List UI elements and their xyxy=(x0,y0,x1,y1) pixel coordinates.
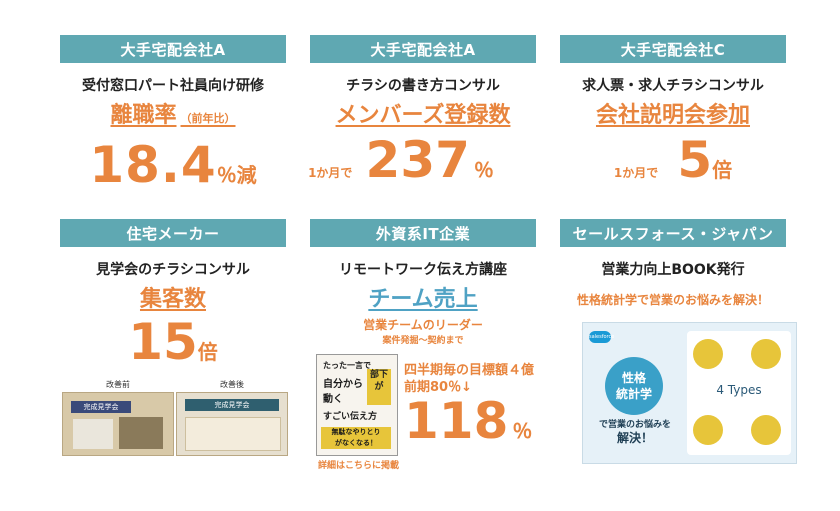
case-card-1: 大手宅配会社A 受付窓口パート社員向け研修 離職率 （前年比） 18.4％減 xyxy=(60,35,286,194)
book-band: 無駄なやりとり がなくなる！ xyxy=(321,427,391,449)
book-title-circle: 性格 統計学 xyxy=(605,357,663,415)
result-value: 237 xyxy=(365,131,470,189)
house-image xyxy=(73,419,113,449)
tagline: 性格統計学で営業のお悩みを解決！ xyxy=(576,293,769,307)
book-cover: たった一言で 部下が 自分から 動く すごい伝え方 無駄なやりとり がなくなる！ xyxy=(316,354,398,456)
detail-line-2: 前期80％↓ xyxy=(404,380,472,395)
card-subtitle: 受付窓口パート社員向け研修 xyxy=(82,78,264,94)
book-line: 自分から xyxy=(323,379,363,390)
result-row: 15倍 xyxy=(60,313,286,371)
result-value: 5 xyxy=(677,131,713,189)
book-line: 無駄なやりとり xyxy=(331,428,381,436)
card-header: 住宅メーカー xyxy=(60,219,286,247)
photo-after: 改善後 完成見学会 xyxy=(176,380,288,456)
result-value: 15 xyxy=(128,313,198,371)
card-subtitle: チラシの書き方コンサル xyxy=(346,78,500,94)
detail-line-1: 四半期毎の目標額４億 xyxy=(404,363,535,378)
book-line: がなくなる！ xyxy=(335,439,377,447)
book-line: 部下が xyxy=(369,370,388,392)
flyer-image xyxy=(119,417,163,449)
character-icon xyxy=(693,415,723,445)
card-subtitle: 営業力向上BOOK発行 xyxy=(601,262,745,278)
book-highlight: 部下が xyxy=(367,369,391,405)
result-value: 18.4 xyxy=(89,136,217,194)
result-prefix: 1か月で xyxy=(308,166,353,180)
detail-note: 詳細はこちらに掲載 xyxy=(318,461,400,471)
character-panel: 4 Types xyxy=(687,331,791,455)
book-sub-2: 解決！ xyxy=(616,431,653,445)
flyer-title: 完成見学会 xyxy=(185,399,279,411)
case-card-5: 外資系IT企業 リモートワーク伝え方講座 チーム売上 営業チームのリーダー 案件… xyxy=(310,219,536,346)
character-icon xyxy=(751,415,781,445)
photo-before: 改善前 完成見学会 xyxy=(62,380,174,456)
card-header: 大手宅配会社C xyxy=(560,35,786,63)
book-title-2: 統計学 xyxy=(615,387,652,401)
photo-caption: 改善前 xyxy=(106,380,130,389)
result-row: 18.4％減 xyxy=(60,136,286,194)
card-metric: チーム売上 xyxy=(368,287,478,312)
salesforce-logo: salesforce xyxy=(589,331,614,343)
card-subtitle: 求人票・求人チラシコンサル xyxy=(582,78,764,94)
card-header: 外資系IT企業 xyxy=(310,219,536,247)
target-scope: 案件発掘〜契約まで xyxy=(382,336,464,346)
book-line: すごい伝え方 xyxy=(323,412,378,422)
target-label: 営業チームのリーダー xyxy=(363,318,483,332)
flyer-title: 完成見学会 xyxy=(71,401,131,413)
card-metric: 会社説明会参加 xyxy=(595,103,750,128)
case-card-3: 大手宅配会社C 求人票・求人チラシコンサル 会社説明会参加 1か月で 5倍 xyxy=(560,35,786,189)
case-card-6: セールスフォース・ジャパン 営業力向上BOOK発行 性格統計学で営業のお悩みを解… xyxy=(560,219,786,308)
card-metric: メンバーズ登録数 xyxy=(335,103,511,128)
card-subtitle: 見学会のチラシコンサル xyxy=(96,262,250,278)
photo-caption: 改善後 xyxy=(220,380,244,389)
result-row: 1か月で 5倍 xyxy=(560,131,786,189)
card-header: 大手宅配会社A xyxy=(310,35,536,63)
book-title-1: 性格 xyxy=(621,371,646,385)
result-unit: 倍 xyxy=(197,340,218,364)
sf-book-cover: salesforce 性格 統計学 で営業のお悩みを 解決！ 4 Types xyxy=(582,322,797,464)
card-header: セールスフォース・ジャパン xyxy=(560,219,786,247)
card-subtitle: リモートワーク伝え方講座 xyxy=(339,262,507,278)
card-metric: 離職率 （前年比） xyxy=(60,103,286,132)
case-card-2: 大手宅配会社A チラシの書き方コンサル メンバーズ登録数 1か月で 237 ％ xyxy=(308,35,536,189)
character-icon xyxy=(693,339,723,369)
result-row: 1か月で 237 ％ xyxy=(288,131,514,189)
case-card-4: 住宅メーカー 見学会のチラシコンサル 集客数 15倍 xyxy=(60,219,286,371)
metric-note: （前年比） xyxy=(180,112,236,125)
flyer-body xyxy=(185,417,281,451)
metric-label: 離職率 xyxy=(110,103,177,128)
card-header: 大手宅配会社A xyxy=(60,35,286,63)
character-icon xyxy=(751,339,781,369)
result-unit: ％ xyxy=(512,419,533,443)
book-line: たった一言で xyxy=(323,361,371,370)
book-line: 動く xyxy=(323,394,343,405)
card-metric: 集客数 xyxy=(139,287,206,312)
types-label: 4 Types xyxy=(716,383,762,397)
result-unit: ％減 xyxy=(216,163,257,187)
result-value: 118 xyxy=(404,392,509,450)
result-unit: 倍 xyxy=(712,158,733,182)
result-unit: ％ xyxy=(473,158,494,182)
result-row: 118 ％ xyxy=(404,392,532,450)
result-prefix: 1か月で xyxy=(613,166,659,180)
book-sub-1: で営業のお悩みを xyxy=(598,420,671,430)
